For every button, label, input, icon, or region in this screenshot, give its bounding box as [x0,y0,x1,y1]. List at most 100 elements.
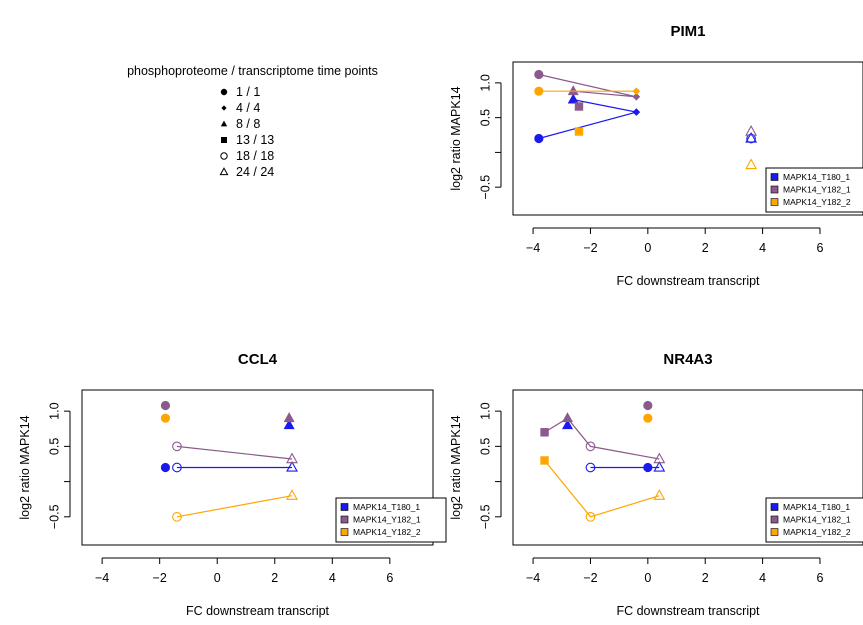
data-point [561,419,574,430]
series-legend-label: MAPK14_Y182_2 [783,527,851,537]
series-legend-swatch [770,515,779,524]
data-point [585,511,596,522]
timepoint-legend-row: 24 / 24 [217,164,410,180]
x-tick-label: 4 [329,571,336,585]
plot-frame [512,389,863,546]
timepoint-legend-row: 1 / 1 [217,84,410,100]
data-point [653,452,666,464]
data-point [534,69,544,80]
x-tick-label: 6 [386,571,393,585]
x-tick-label: 0 [644,241,651,255]
series-legend-swatch [770,503,779,511]
plot-frame [81,389,434,546]
data-point [653,489,666,500]
timepoint-label: 1 / 1 [236,85,261,99]
y-tick-label: 0.5 [478,438,492,455]
y-tick-label: −0.5 [478,504,492,529]
x-tick-label: −4 [526,571,540,585]
x-tick-label: −4 [95,571,109,585]
chart-panel-nr4a3: NR4A3 −4 −2 0 2 4 6 FC downstream transcript −0.… [449,351,863,618]
timepoint-legend-row: 13 / 13 [217,132,410,148]
series-legend: MAPK14_T180_1 MAPK14_Y182_1 MAPK14_Y182_2 [335,497,447,543]
data-point [283,419,295,430]
series-legend-label: MAPK14_Y182_1 [353,515,421,525]
data-point [172,462,182,473]
data-point [561,412,574,423]
data-point [540,428,549,437]
chart-title: CCL4 [238,351,278,368]
plot-data [534,69,758,170]
y-tick-label: 1.0 [478,402,492,419]
x-tick-label: 4 [759,241,766,255]
series-line [538,73,637,98]
x-tick-label: 2 [702,241,709,255]
series-legend-label: MAPK14_Y182_1 [783,185,851,195]
series-legend-swatch [340,515,349,524]
data-point [632,92,641,101]
y-axis-label: log2 ratio MAPK14 [18,415,32,519]
y-tick-label: 1.0 [478,74,492,91]
timepoint-label: 8 / 8 [236,117,261,131]
series-legend: MAPK14_T180_1 MAPK14_Y182_1 MAPK14_Y182_2 [765,167,863,213]
data-point [574,102,584,111]
chart-panel-ccl4: CCL4 −4 −2 0 2 4 6 FC downstream transcript −0.5… [18,351,447,618]
data-point [643,400,653,411]
chart-title: NR4A3 [663,351,712,368]
series-legend-label: MAPK14_T180_1 [783,502,850,512]
x-tick-label: −2 [583,571,597,585]
data-point [283,412,295,423]
plot-data [160,400,298,522]
data-point [567,85,579,96]
x-tick-label: 6 [816,571,823,585]
series-legend-label: MAPK14_T180_1 [353,502,420,512]
plot-frame [512,61,863,216]
filled-diamond-icon [221,105,227,111]
series-legend-label: MAPK14_Y182_1 [783,515,851,525]
series-legend-box [765,497,863,543]
series-legend-label: MAPK14_Y182_2 [783,197,851,207]
x-axis-label: FC downstream transcript [186,604,330,618]
chart-title: PIM1 [670,23,705,40]
data-point [585,462,596,473]
open-circle-icon [220,152,228,160]
data-point [534,86,544,96]
x-tick-label: −4 [526,241,540,255]
data-point [643,462,653,473]
y-axis-label: log2 ratio MAPK14 [449,415,463,519]
y-tick-label: −0.5 [478,175,492,200]
data-point [632,87,641,96]
data-point [534,133,544,144]
data-point [653,460,666,472]
series-legend-box [335,497,447,543]
data-point [160,413,171,423]
series-line [176,445,293,460]
series-line [544,417,660,460]
timepoint-legend-rows: 1 / 1 4 / 4 8 / 8 13 / 13 18 / 18 24 / 2… [217,84,410,180]
timepoint-legend-row: 8 / 8 [217,116,410,132]
series-line [538,99,637,140]
timepoint-legend-title: phosphoproteome / transcriptome time poi… [127,64,378,78]
series-legend-swatch [340,528,349,536]
series-legend-box [765,167,863,213]
series-legend: MAPK14_T180_1 MAPK14_Y182_1 MAPK14_Y182_2 [765,497,863,543]
x-tick-label: 2 [271,571,278,585]
x-tick-label: 0 [214,571,221,585]
open-triangle-icon [219,167,229,176]
series-legend-label: MAPK14_Y182_2 [353,527,421,537]
series-legend-swatch [770,198,779,206]
filled-triangle-icon [220,120,228,127]
y-tick-label: 0.5 [47,438,61,455]
series-line [544,460,660,518]
data-point [745,158,758,170]
timepoint-label: 4 / 4 [236,101,261,115]
data-point [172,511,182,522]
x-tick-label: 6 [816,241,823,255]
x-tick-label: 2 [702,571,709,585]
y-axis-label: log2 ratio MAPK14 [449,86,463,190]
plot-data [540,400,666,522]
data-point [286,460,298,472]
data-point [632,108,641,116]
data-point [540,456,549,465]
data-point [160,400,171,411]
